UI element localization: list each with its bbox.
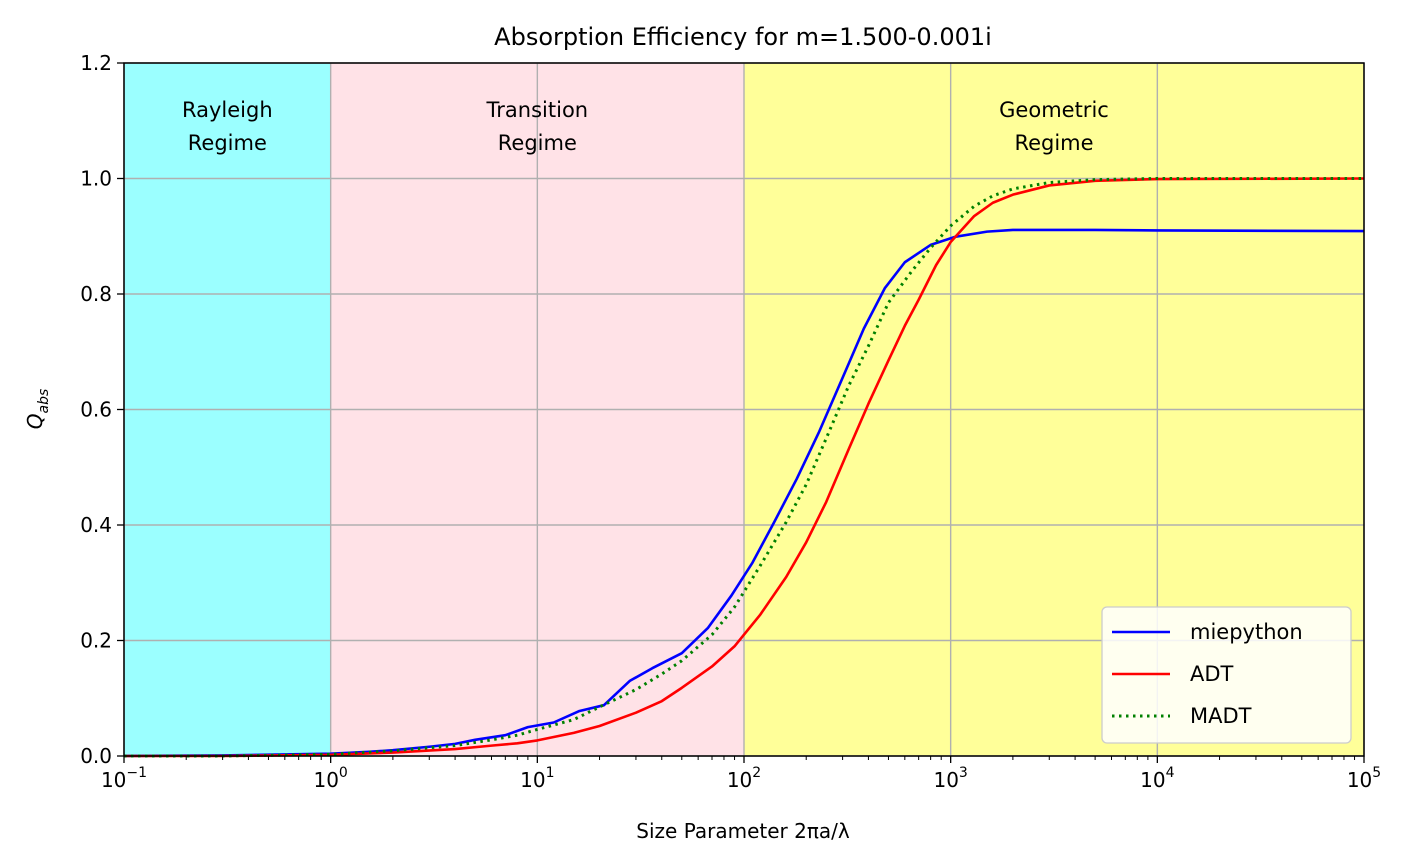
x-tick-label: 100 <box>313 765 347 792</box>
x-axis-label: Size Parameter 2πa/λ <box>636 819 850 843</box>
x-tick-label: 102 <box>727 765 761 792</box>
svg-text:Qabs: Qabs <box>23 389 52 430</box>
legend: miepython ADT MADT <box>1101 606 1352 744</box>
region-label-line2: Regime <box>498 131 577 155</box>
y-axis-label: Qabs <box>23 389 52 430</box>
region-label-line1: Rayleigh <box>182 98 273 122</box>
x-tick-label: 104 <box>1140 765 1174 792</box>
y-tick-label: 0.4 <box>80 513 112 537</box>
x-tick-label: 101 <box>520 765 554 792</box>
chart-title: Absorption Efficiency for m=1.500-0.001i <box>494 23 992 51</box>
y-axis-label-sub: abs <box>36 389 52 414</box>
x-tick-label: 10−1 <box>101 765 147 792</box>
region-label-line2: Regime <box>188 131 267 155</box>
x-tick-label: 103 <box>933 765 967 792</box>
y-tick-label: 1.2 <box>80 51 112 75</box>
x-tick-label: 105 <box>1347 765 1381 792</box>
y-tick-label: 0.8 <box>80 282 112 306</box>
series-miepython <box>123 228 1365 758</box>
y-tick-label: 0.2 <box>80 629 112 653</box>
axis-ticks: 10−1 100 101 102 103 104 105 0.0 0.2 0.4 0.6 0.8 1.0… <box>80 51 1381 792</box>
region-label-line1: Transition <box>486 98 589 122</box>
y-axis-label-main: Q <box>23 414 47 430</box>
legend-label: ADT <box>1190 662 1234 686</box>
regime-labels: Rayleigh Regime Transition Regime Geometric R… <box>182 98 1109 155</box>
data-series <box>123 177 1365 758</box>
region-label-line1: Geometric <box>999 98 1109 122</box>
legend-box <box>1101 606 1352 744</box>
series-ADT <box>124 177 1365 758</box>
legend-label: MADT <box>1190 704 1252 728</box>
region-label-line2: Regime <box>1014 131 1093 155</box>
series-MADT <box>124 177 1364 758</box>
y-tick-label: 0.6 <box>80 398 112 422</box>
legend-label: miepython <box>1190 620 1303 644</box>
y-tick-label: 1.0 <box>80 167 112 191</box>
y-tick-label: 0.0 <box>80 744 112 768</box>
